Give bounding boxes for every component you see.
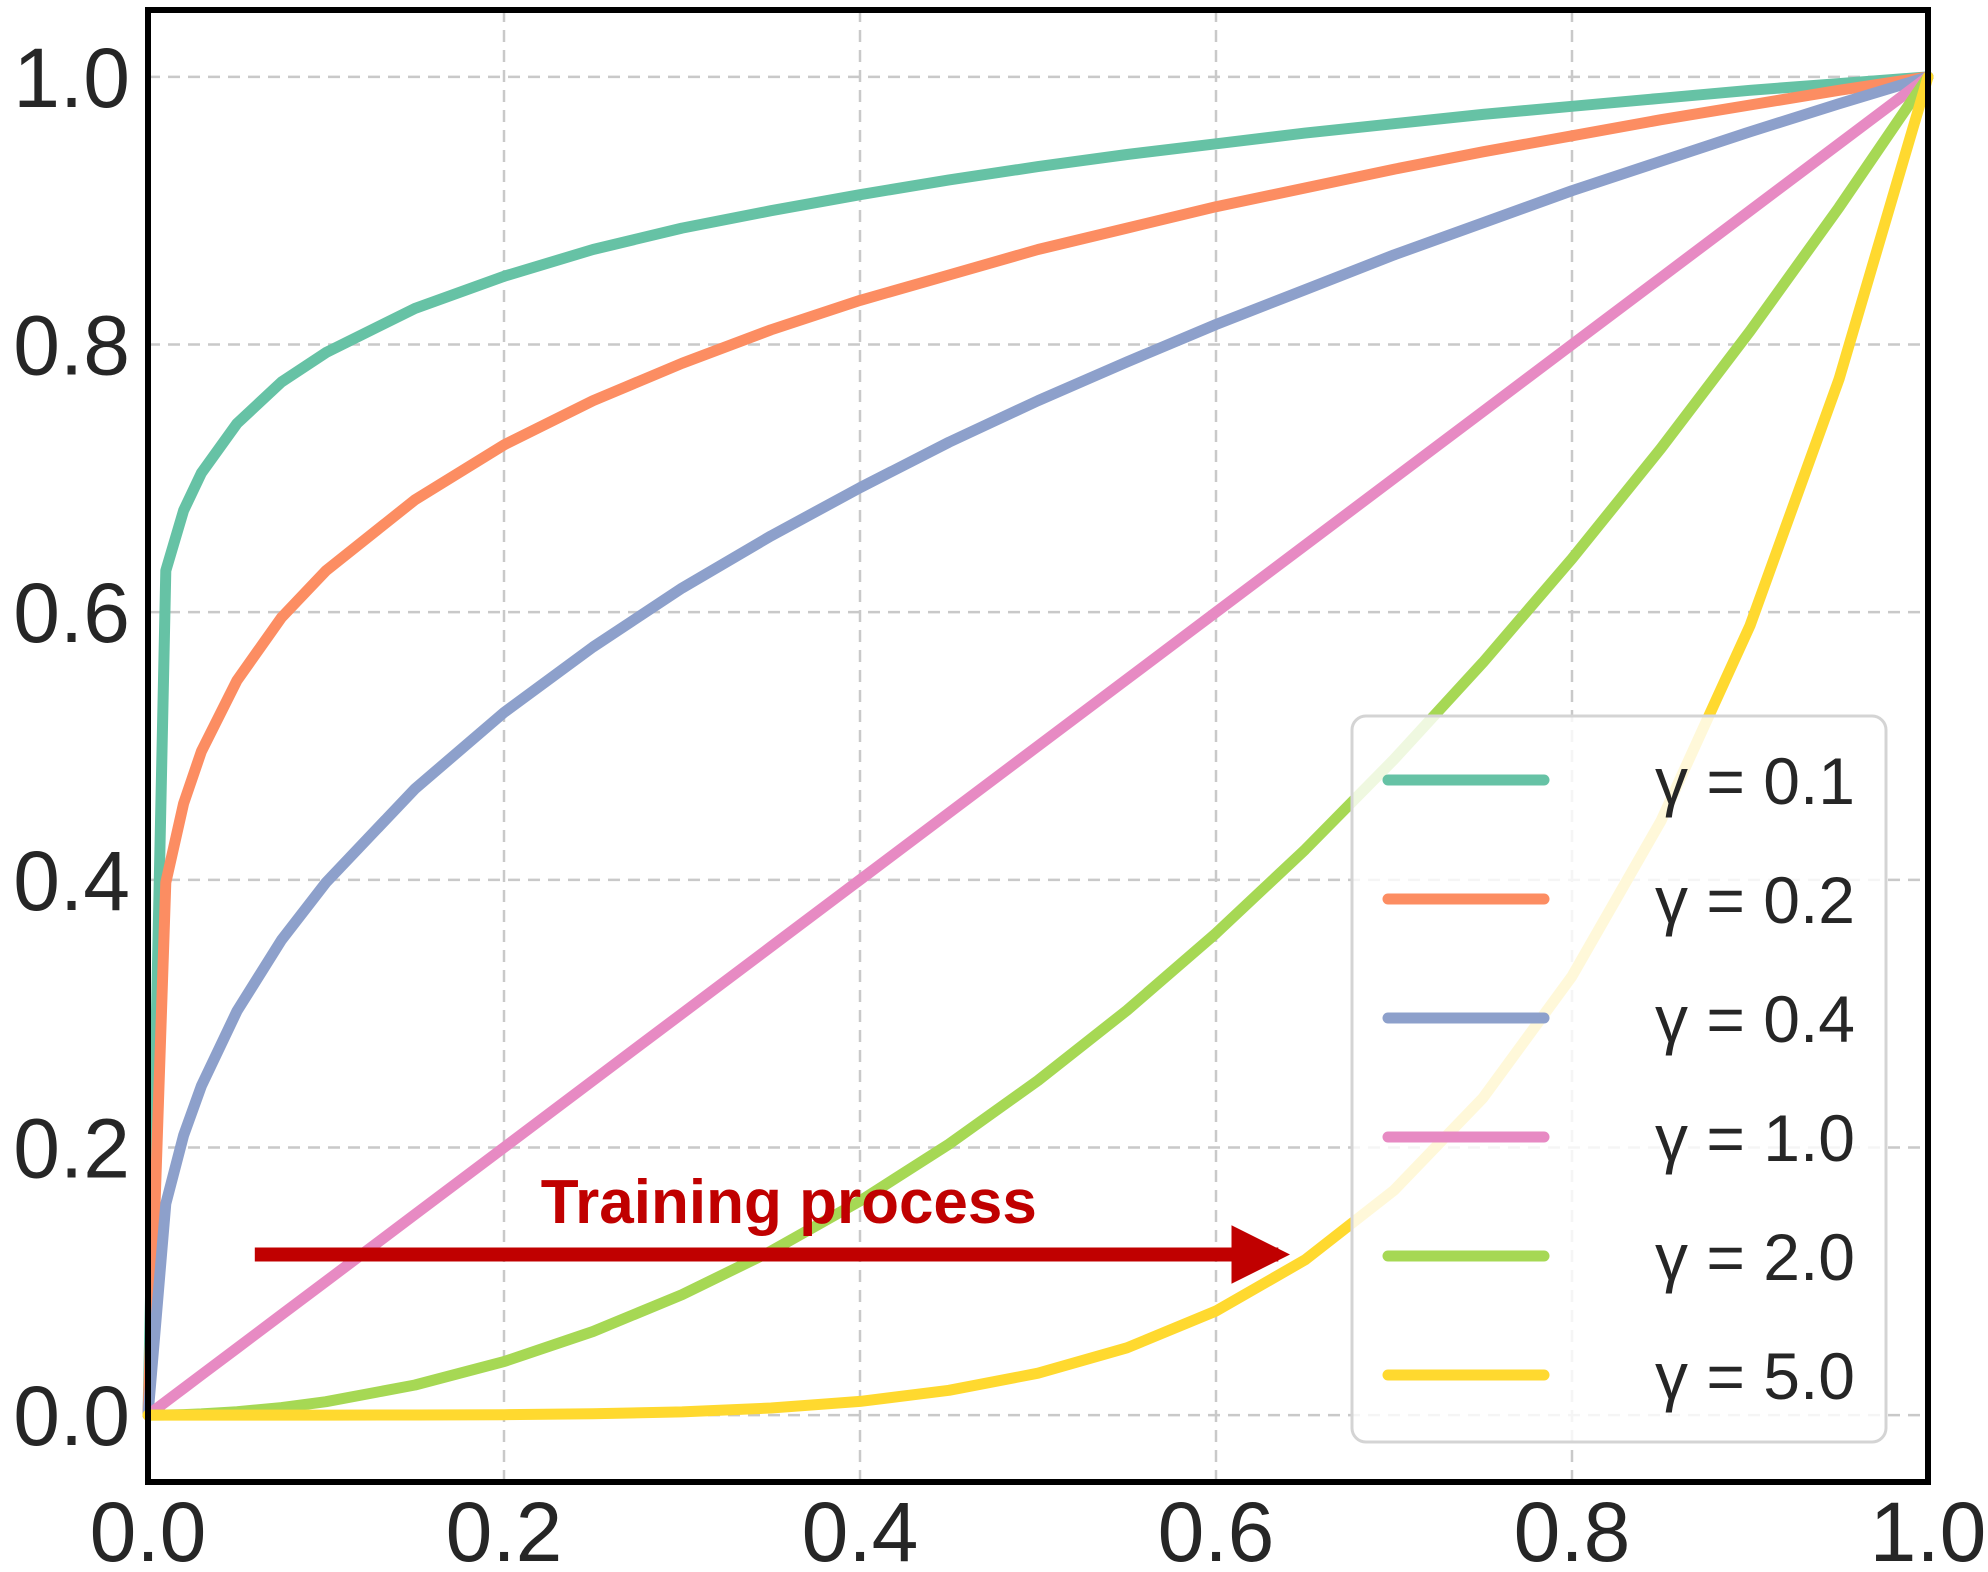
x-tick-label: 0.4 xyxy=(802,1485,919,1572)
x-tick-label: 0.2 xyxy=(446,1485,563,1572)
y-tick-label: 0.8 xyxy=(13,299,130,393)
annotation-layer: Training process xyxy=(254,1168,1291,1284)
legend-label-2: γ = 0.4 xyxy=(1655,982,1855,1056)
series-line-3 xyxy=(142,71,1934,1421)
legend-label-5: γ = 5.0 xyxy=(1655,1339,1855,1413)
series-lines xyxy=(142,71,1934,1421)
y-tick-label: 0.4 xyxy=(13,834,130,928)
x-axis-ticks: 0.0 0.2 0.4 0.6 0.8 1.0 xyxy=(90,1485,1987,1572)
x-tick-label: 0.8 xyxy=(1514,1485,1631,1572)
legend-label-4: γ = 2.0 xyxy=(1655,1220,1855,1294)
plot-frame xyxy=(145,7,1931,1485)
y-tick-label: 0.0 xyxy=(13,1369,130,1463)
series-line-2 xyxy=(142,71,1934,1421)
y-axis-ticks: 0.0 0.2 0.4 0.6 0.8 1.0 xyxy=(13,31,130,1463)
annotation-text: Training process xyxy=(541,1168,1037,1237)
series-line-1 xyxy=(142,71,1934,1421)
legend-label-3: γ = 1.0 xyxy=(1655,1101,1855,1175)
legend-label-1: γ = 0.2 xyxy=(1655,863,1855,937)
x-tick-label: 0.0 xyxy=(90,1485,207,1572)
x-tick-label: 1.0 xyxy=(1870,1485,1987,1572)
y-tick-label: 0.2 xyxy=(13,1101,130,1195)
legend-box xyxy=(1350,714,1888,1444)
series-line-0 xyxy=(142,71,1934,1421)
y-tick-label: 1.0 xyxy=(13,31,130,125)
x-tick-label: 0.6 xyxy=(1158,1485,1275,1572)
y-tick-label: 0.6 xyxy=(13,566,130,660)
legend: γ = 0.1 γ = 0.2 γ = 0.4 γ = 1.0 γ = 2.0 γ = 5… xyxy=(1350,714,1888,1444)
legend-label-0: γ = 0.1 xyxy=(1655,744,1855,818)
